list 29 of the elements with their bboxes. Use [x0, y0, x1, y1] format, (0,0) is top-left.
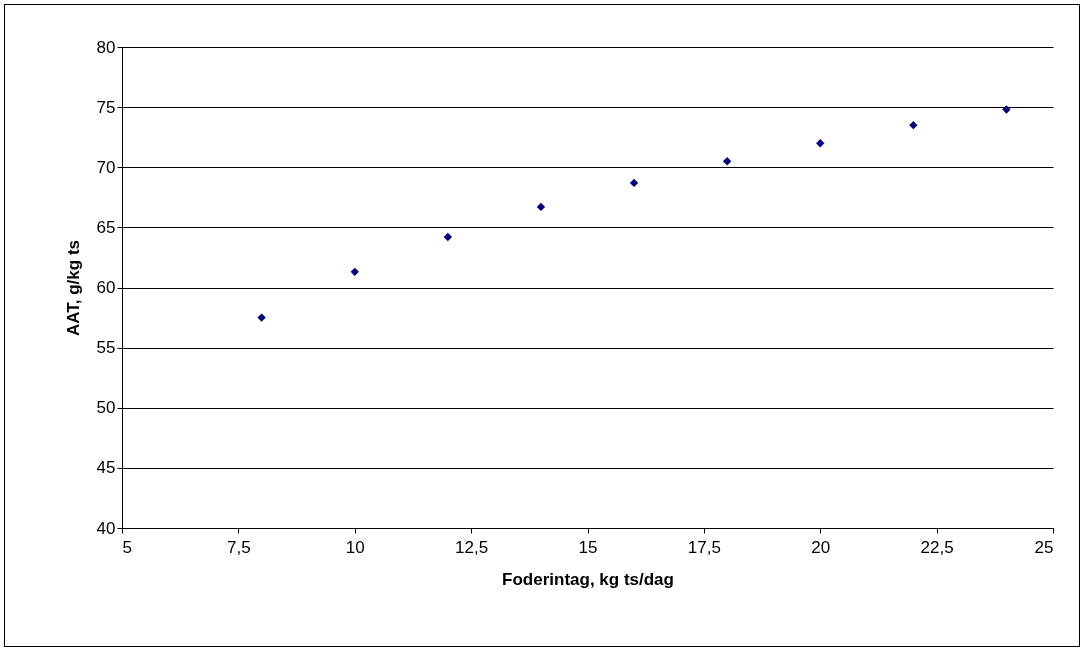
y-tick-label: 60 — [96, 278, 116, 297]
point — [350, 267, 359, 277]
x-tick-label: 15 — [578, 537, 598, 557]
x-tick-label: 10 — [345, 537, 365, 557]
x-tick-label: 17,5 — [687, 537, 721, 557]
point — [1002, 105, 1011, 114]
x-tick-label: 5 — [122, 537, 132, 557]
y-tick-label: 50 — [96, 398, 116, 418]
y-tick-label: 40 — [96, 518, 116, 538]
point — [816, 139, 825, 148]
y-tick-label: 70 — [96, 157, 116, 177]
y-axis-title: AAT, g/kg ts — [63, 239, 83, 337]
y-tick-label: 75 — [96, 97, 116, 117]
x-axis-title: Foderintag, kg ts/dag — [502, 569, 674, 589]
point — [536, 202, 546, 212]
point — [629, 178, 639, 188]
x-tick-label: 25 — [1034, 537, 1054, 557]
x-tick-label: 20 — [811, 537, 831, 557]
point — [909, 120, 918, 130]
y-tick-label: 80 — [96, 37, 116, 57]
y-tick-label: 55 — [96, 338, 116, 358]
x-tick-label: 12,5 — [455, 537, 489, 557]
y-tick-label: 65 — [96, 217, 116, 237]
y-tick-label: 45 — [96, 458, 116, 478]
x-tick-label: 7,5 — [227, 537, 251, 557]
point — [443, 232, 453, 242]
point — [257, 313, 266, 322]
x-tick-label: 22,5 — [920, 537, 954, 557]
point — [722, 157, 732, 166]
